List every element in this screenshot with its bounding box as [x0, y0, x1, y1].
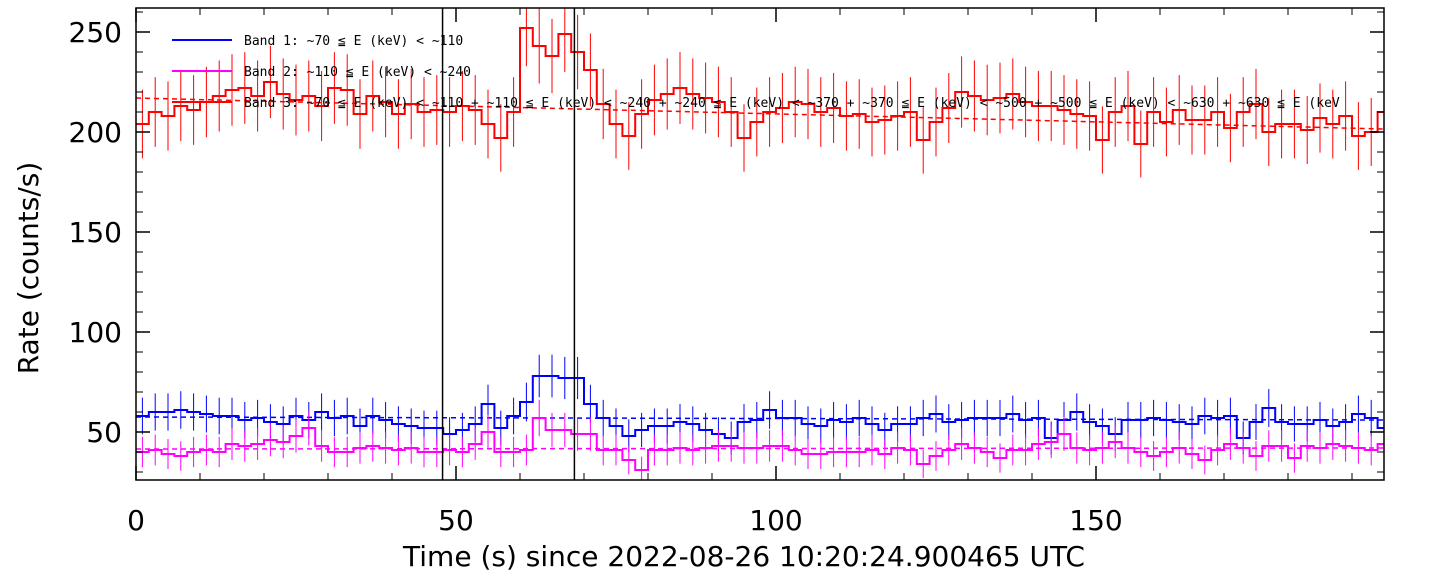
series-2-step-line	[136, 417, 1384, 471]
x-tick-label: 100	[749, 504, 802, 537]
x-tick-label: 50	[438, 504, 474, 537]
series-layer	[136, 8, 1384, 480]
x-axis-label: Time (s) since 2022-08-26 10:20:24.90046…	[402, 540, 1085, 573]
series-1-trend-line	[136, 416, 1384, 421]
series-3-step-line	[136, 27, 1384, 145]
y-tick-label: 200	[69, 116, 122, 149]
y-tick-label: 100	[69, 316, 122, 349]
legend: Band 1: ~70 ≦ E (keV) < ~110 Band 2: ~110…	[172, 34, 1340, 111]
series-3-trend-line	[136, 97, 1384, 130]
y-tick-label: 150	[69, 216, 122, 249]
legend-entry-label: Band 3: ~70 ≦ E (keV) < ~110 + ~110 ≦ E …	[244, 96, 1340, 111]
x-tick-label: 150	[1069, 504, 1122, 537]
legend-entry-label: Band 2: ~110 ≦ E (keV) < ~240	[244, 65, 471, 80]
y-tick-label: 50	[86, 416, 122, 449]
y-tick-label: 250	[69, 16, 122, 49]
series-1	[136, 354, 1384, 455]
plot-area-frame	[135, 7, 1385, 481]
x-tick-label: 0	[127, 504, 145, 537]
series-2	[136, 399, 1384, 480]
y-axis-label: Rate (counts/s)	[12, 162, 45, 375]
vertical-marker-lines	[441, 8, 576, 480]
series-3	[136, 8, 1384, 178]
axis-ticks: 0 50 100 150 50 100 150 200 250	[69, 8, 1384, 537]
series-2-trend-line	[136, 447, 1384, 450]
series-1-step-line	[136, 375, 1384, 439]
legend-entry-label: Band 1: ~70 ≦ E (keV) < ~110	[244, 34, 463, 49]
